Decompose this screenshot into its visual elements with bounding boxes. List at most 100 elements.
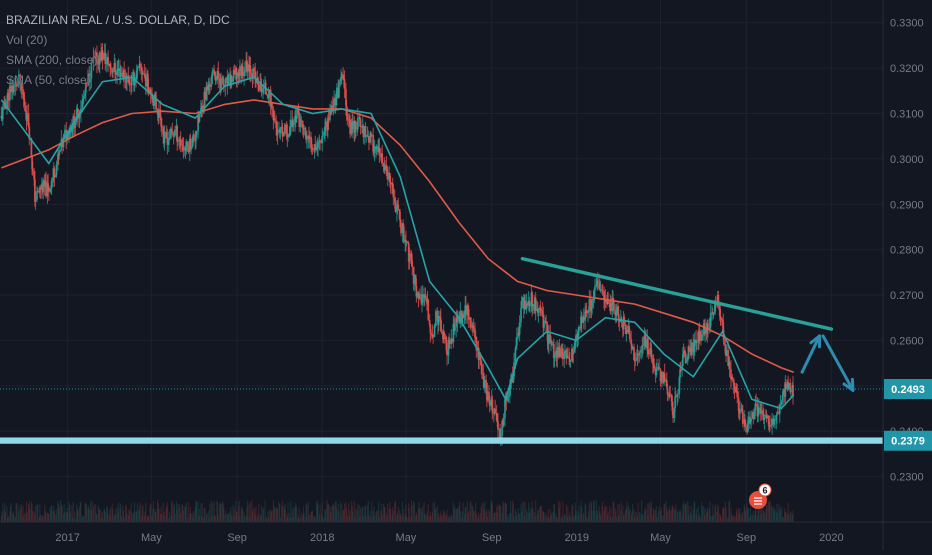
candle-body (540, 309, 543, 311)
candle-body (610, 302, 612, 312)
volume-bar (361, 508, 363, 522)
volume-bar (74, 511, 76, 522)
volume-bar (349, 510, 351, 522)
drawings[interactable]: 6 (0, 256, 883, 509)
volume-bar (744, 507, 746, 522)
legend-symbol[interactable]: BRAZILIAN REAL / U.S. DOLLAR, D, IDC (6, 13, 230, 27)
candle-body (71, 128, 74, 132)
volume-bar (524, 501, 526, 522)
volume-bar (41, 516, 44, 522)
volume-bar (154, 511, 157, 522)
candle-body (84, 92, 86, 97)
volume-bar (46, 512, 49, 522)
candle-body (589, 299, 592, 312)
candle-body (133, 77, 136, 86)
candle-body (590, 307, 593, 312)
candle-body (698, 330, 701, 342)
candle-body (637, 353, 640, 356)
volume-bar (295, 506, 298, 522)
volume-bar (50, 508, 52, 522)
volume-bar (251, 511, 254, 522)
volume-bar (644, 507, 646, 522)
candle-body (730, 369, 732, 380)
volume-bar (722, 507, 724, 522)
candle-body (255, 77, 257, 84)
candle-body (4, 106, 7, 109)
volume-bar (338, 511, 340, 522)
candle-body (582, 317, 585, 321)
candle-body (636, 353, 639, 358)
volume-bar (276, 508, 279, 522)
volume-bar (598, 505, 600, 522)
candle-body (402, 223, 405, 228)
volume-bar (776, 504, 778, 522)
candle-body (704, 326, 707, 335)
volume-bar (53, 505, 55, 522)
volume-bar (249, 501, 251, 522)
volume-bar (791, 514, 793, 522)
volume-bar (620, 501, 623, 522)
volume-bar (270, 511, 272, 522)
candle-body (769, 425, 771, 427)
candle-body (176, 139, 179, 142)
volume-bar (253, 508, 256, 522)
candle-body (345, 88, 347, 107)
volume-bar (465, 506, 467, 522)
volume-bar (106, 506, 109, 522)
candle-body (358, 117, 361, 120)
volume-bar (406, 517, 408, 522)
volume-bar (628, 510, 630, 522)
volume-bar (741, 517, 743, 522)
volume-bar (712, 504, 714, 522)
candle-body (88, 73, 91, 83)
candle-body (480, 360, 483, 365)
volume-bar (329, 506, 331, 522)
volume-bar (785, 511, 787, 522)
volume-bar (760, 514, 762, 522)
volume-bar (664, 503, 666, 522)
candle-body (445, 337, 448, 350)
candle-body (162, 128, 165, 135)
candle-body (46, 183, 49, 197)
candle-body (322, 135, 324, 137)
legend-sma200[interactable]: SMA (200, close) (6, 53, 98, 67)
volume-bar (23, 512, 26, 522)
volume-bar (601, 506, 603, 522)
candle-body (372, 134, 375, 152)
volume-bar (303, 512, 305, 522)
candle-body (276, 130, 279, 136)
volume-bar (270, 509, 272, 522)
volume-bar (459, 502, 461, 522)
volume-bar (452, 502, 454, 522)
volume-bar (150, 503, 152, 522)
legend-sma50[interactable]: SMA (50, close) (6, 73, 91, 87)
volume-bar (680, 511, 682, 522)
candle-body (289, 120, 292, 127)
candle-body (759, 407, 762, 414)
volume-bar (490, 500, 492, 522)
volume-bar (532, 507, 534, 522)
volume-bar (750, 514, 752, 522)
volume-bar (479, 513, 482, 522)
volume-bar (633, 509, 635, 522)
volume-bar (18, 505, 20, 522)
volume-bar (128, 509, 130, 522)
volume-bar (399, 510, 401, 522)
volume-bar (147, 515, 149, 522)
legend-volume[interactable]: Vol (20) (6, 33, 48, 47)
volume-bar (448, 515, 450, 522)
candle-body (485, 380, 488, 394)
volume-bar (429, 511, 431, 522)
volume-bar (302, 506, 305, 522)
candle-body (413, 274, 416, 284)
candle-body (640, 350, 643, 352)
volume-bar (281, 505, 283, 522)
volume-bar (622, 505, 624, 522)
volume-bar (705, 512, 708, 522)
volume-bar (749, 516, 751, 522)
candle-body (421, 302, 423, 304)
candle-body (327, 118, 330, 121)
volume-bar (782, 517, 784, 522)
